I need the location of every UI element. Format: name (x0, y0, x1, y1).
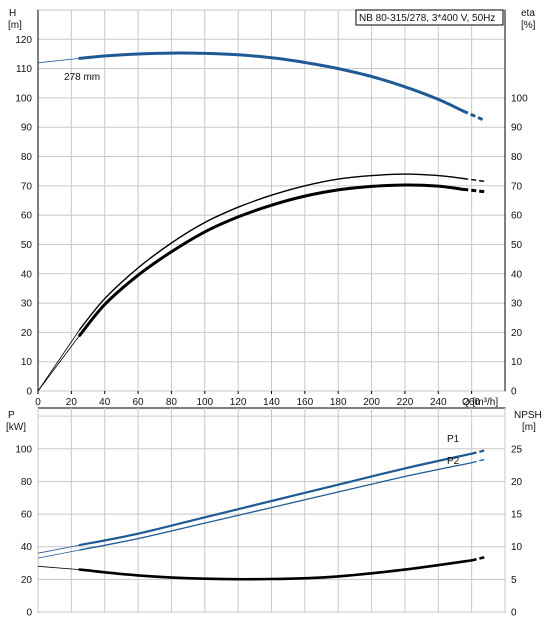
y-right-label-top-line1: eta (521, 8, 535, 19)
p-tick-label: 20 (21, 575, 33, 586)
y-left-tick-label: 90 (21, 123, 33, 134)
y-right-tick-label: 60 (511, 211, 523, 222)
x-tick-label: 160 (297, 397, 314, 408)
npsh-curve (78, 559, 473, 581)
top-curves (37, 51, 486, 392)
impeller-diameter-annotation: 278 mm (64, 72, 100, 83)
p2-dashed-extension (471, 458, 486, 464)
y-left-tick-label: 10 (21, 357, 33, 368)
eta_inner-extrapolated-line (37, 335, 81, 392)
y-right-tick-label: 50 (511, 240, 523, 251)
y-left-tick-label: 60 (21, 211, 33, 222)
npsh-tick-label: 5 (511, 575, 517, 586)
npsh-tick-label: 10 (511, 542, 523, 553)
x-tick-label: 80 (166, 397, 178, 408)
x-tick-label: 20 (66, 397, 78, 408)
head-dashed-extension (462, 109, 486, 122)
p2-curve (79, 462, 473, 551)
x-tick-label: 120 (230, 397, 247, 408)
y-left-tick-label: 50 (21, 240, 33, 251)
x-tick-label: 140 (263, 397, 280, 408)
eta_inner-dashed-extension (463, 187, 486, 194)
x-tick-label: 100 (196, 397, 213, 408)
p-tick-label: 60 (21, 510, 33, 521)
npsh-tick-label: 15 (511, 510, 523, 521)
y-right-tick-label: 30 (511, 299, 523, 310)
top-tick-labels: 0 20 40 60 80 100 120 140 160 180 200 220 240 2600102… (15, 35, 528, 408)
y-left-label-top-line1: H (9, 8, 16, 19)
y-left-tick-label: 100 (15, 93, 32, 104)
y-right-tick-label: 70 (511, 181, 523, 192)
x-tick-label: 60 (133, 397, 145, 408)
x-tick-label: 40 (99, 397, 111, 408)
x-tick-label: 200 (363, 397, 380, 408)
eta_outer-dashed-extension (463, 177, 486, 183)
x-tick-label: 220 (397, 397, 414, 408)
eta_outer-extrapolated-line (37, 329, 81, 392)
p1-dashed-extension (471, 449, 486, 455)
head-extrapolated-line (37, 58, 80, 64)
y-left-tick-label: 110 (16, 64, 32, 75)
p-tick-label: 40 (21, 542, 33, 553)
series-label-p2: P2 (447, 456, 460, 467)
x-tick-label: 0 (35, 397, 41, 408)
p1-curve (78, 452, 473, 547)
y-right-tick-label: 40 (511, 269, 523, 280)
y-left-label-top-line2: [m] (8, 20, 22, 31)
series-label-p1: P1 (447, 434, 460, 445)
eta_outer-curve (79, 173, 464, 331)
bottom-tick-labels: 0 20 40 60 80 100 0 5 10 15 20 25 (15, 444, 522, 618)
eta_inner-curve (78, 183, 465, 337)
npsh-tick-label: 0 (511, 608, 517, 619)
chart-title-box (355, 9, 504, 26)
y-left-tick-label: 20 (21, 328, 33, 339)
y-left-tick-label: 120 (15, 35, 32, 46)
p-tick-label: 0 (26, 608, 32, 619)
y-left-label-bottom-line2: [kW] (6, 422, 26, 433)
npsh-tick-label: 25 (511, 444, 523, 455)
y-right-label-bottom-line2: [m] (522, 422, 536, 433)
bottom-curves (37, 449, 486, 581)
y-right-tick-label: 100 (511, 93, 528, 104)
x-tick-label: 240 (430, 397, 447, 408)
y-left-tick-label: 30 (21, 299, 33, 310)
bottom-grid (37, 407, 506, 613)
x-axis-label: Q [m³/h] (462, 397, 498, 408)
y-right-tick-label: 80 (511, 152, 523, 163)
y-right-tick-label: 20 (511, 328, 523, 339)
npsh-extrapolated-line (37, 565, 80, 570)
p1-extrapolated-line (37, 544, 80, 554)
top-grid (37, 9, 506, 392)
y-left-label-bottom-line1: P (8, 410, 15, 421)
p2-extrapolated-line (37, 549, 80, 559)
y-left-tick-label: 40 (21, 269, 33, 280)
npsh-tick-label: 20 (511, 477, 523, 488)
y-right-tick-label: 90 (511, 123, 523, 134)
y-left-tick-label: 80 (21, 152, 33, 163)
y-right-tick-label: 0 (511, 387, 517, 398)
head-curve (78, 51, 465, 113)
y-right-tick-label: 10 (511, 357, 523, 368)
chart-title: NB 80-315/278, 3*400 V, 50Hz (359, 13, 495, 24)
x-tick-label: 180 (330, 397, 347, 408)
p-tick-label: 80 (21, 477, 33, 488)
y-left-tick-label: 70 (21, 181, 33, 192)
npsh-dashed-extension (471, 555, 486, 562)
y-right-label-bottom-line1: NPSH (514, 410, 542, 421)
y-right-label-top-line2: [%] (521, 20, 536, 31)
p-tick-label: 100 (15, 444, 32, 455)
x-tick-label: 260 (463, 397, 480, 408)
y-left-tick-label: 0 (26, 387, 32, 398)
